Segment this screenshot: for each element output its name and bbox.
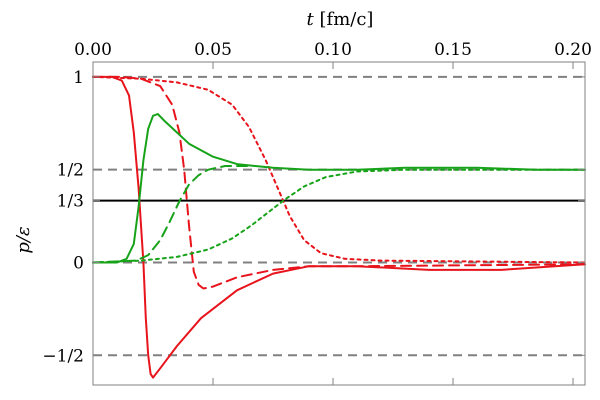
y-tick-labels: 1 1/2 1/3 0 −1/2 [42,68,84,366]
x-tick-label-4: 0.20 [554,40,592,60]
series-line-4 [92,165,250,264]
y-tick-label-0: 1 [73,68,84,88]
x-axis-unit: [fm/c] [314,9,374,30]
series-line-2 [92,75,586,264]
x-tick-labels: 0.00 0.05 0.10 0.15 0.20 [74,40,592,60]
series-line-1 [92,75,586,290]
series-lines [92,75,586,379]
plot-frame [92,61,586,386]
y-tick-label-3: 0 [73,253,84,273]
series-line-3 [92,113,586,264]
tick-marks [92,62,585,385]
x-tick-label-1: 0.05 [194,40,232,60]
y-axis-title: p/ε [13,226,34,253]
reference-lines [93,75,585,357]
y-tick-label-2: 1/3 [57,192,84,212]
x-tick-label-3: 0.15 [434,40,472,60]
x-tick-label-0: 0.00 [74,40,112,60]
x-tick-label-2: 0.10 [314,40,352,60]
y-tick-label-4: −1/2 [42,346,84,366]
series-line-5 [92,168,586,264]
y-axis-var: p/ε [13,226,34,253]
x-axis-title: t [fm/c] [307,9,374,30]
y-tick-label-1: 1/2 [57,161,84,181]
x-axis-var: t [307,9,315,30]
